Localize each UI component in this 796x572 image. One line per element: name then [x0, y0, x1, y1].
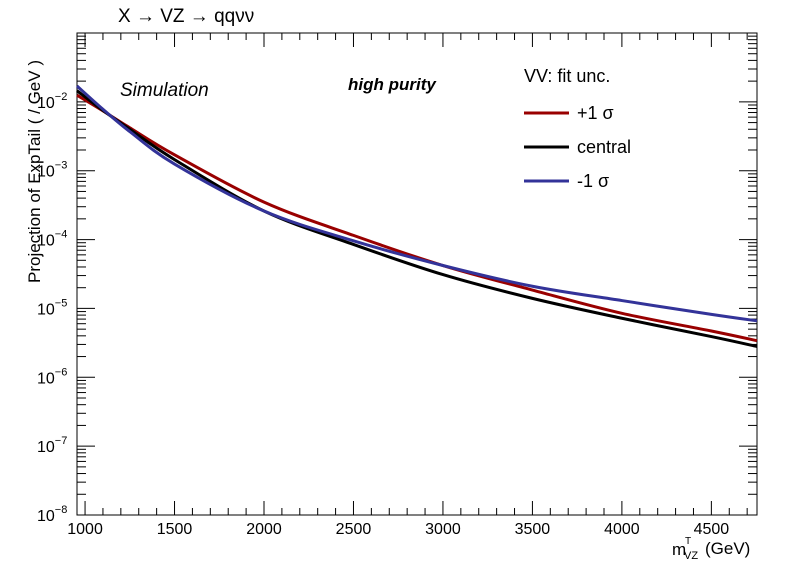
legend-label: +1 σ	[577, 103, 614, 123]
legend-title: VV: fit unc.	[524, 66, 610, 86]
chart-title: X → VZ → qqνν	[118, 6, 255, 27]
x-axis-ticks: 1000 1500 2000 2500 3000 3500 4000 4500	[67, 33, 748, 538]
x-axis-label-main: m	[672, 540, 686, 559]
y-tick-label: 10−2	[37, 91, 67, 112]
y-axis-label: Projection of ExpTail ( / GeV )	[25, 60, 44, 283]
x-axis-label-sub: VZ	[684, 550, 698, 562]
y-tick-label: 10−8	[37, 504, 67, 525]
x-tick-label: 4500	[694, 521, 730, 538]
y-axis-ticks: 10−8 10−7 10−6 10−5 10−4 10−3 10−2	[37, 35, 757, 525]
legend-label: central	[577, 137, 631, 157]
x-axis-label-sup: T	[685, 536, 691, 547]
curve-plus-1-sigma	[76, 93, 758, 343]
y-tick-label: 10−3	[37, 160, 67, 181]
y-tick-label: 10−5	[37, 297, 67, 318]
purity-label: high purity	[348, 75, 437, 94]
x-tick-label: 2000	[246, 521, 282, 538]
x-tick-label: 4000	[604, 521, 640, 538]
curves	[75, 84, 758, 348]
curve-central	[76, 89, 758, 348]
curve-minus-1-sigma	[75, 84, 758, 323]
plot-frame	[76, 32, 758, 516]
x-axis-label: m T VZ (GeV)	[672, 536, 750, 562]
legend-label: -1 σ	[577, 171, 609, 191]
legend-entry-minus-1-sigma: -1 σ	[524, 171, 609, 191]
x-tick-label: 1500	[157, 521, 193, 538]
legend-entry-plus-1-sigma: +1 σ	[524, 103, 614, 123]
y-tick-label: 10−7	[37, 435, 67, 456]
x-axis-label-unit: (GeV)	[705, 539, 750, 558]
legend: VV: fit unc. +1 σ central -1 σ	[524, 66, 631, 191]
simulation-label: Simulation	[120, 80, 209, 101]
x-tick-label: 3500	[515, 521, 551, 538]
legend-entry-central: central	[524, 137, 631, 157]
x-tick-label: 1000	[67, 521, 103, 538]
x-tick-label: 3000	[425, 521, 461, 538]
y-tick-label: 10−6	[37, 366, 67, 387]
y-tick-label: 10−4	[37, 229, 67, 250]
x-tick-label: 2500	[336, 521, 372, 538]
